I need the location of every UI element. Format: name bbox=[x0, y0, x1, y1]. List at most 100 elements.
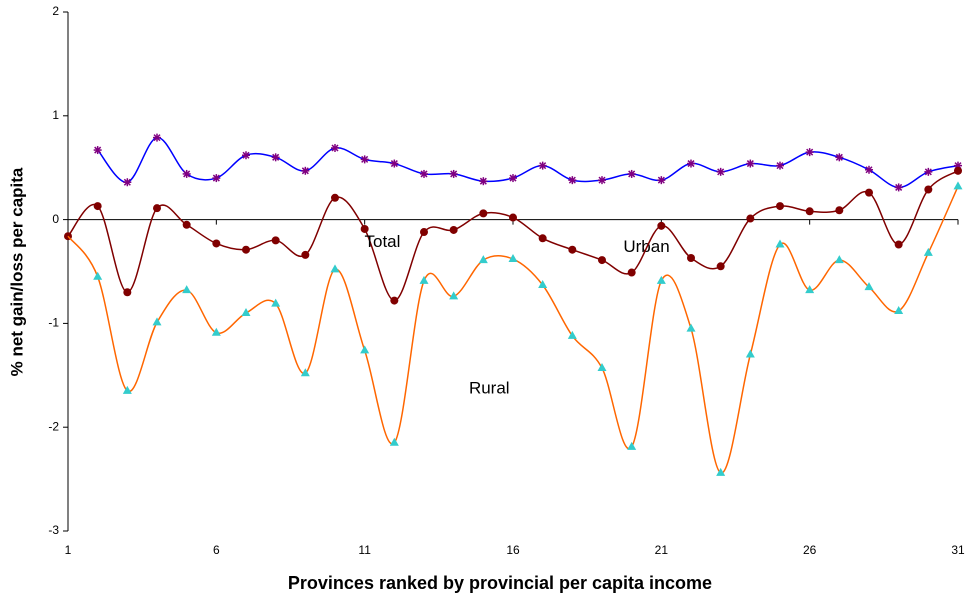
marker bbox=[687, 159, 695, 168]
marker bbox=[153, 204, 161, 213]
marker-stroke bbox=[598, 176, 606, 184]
marker bbox=[627, 169, 636, 178]
marker bbox=[805, 148, 814, 157]
marker-stroke bbox=[509, 174, 517, 182]
marker bbox=[508, 254, 518, 263]
marker-stroke bbox=[865, 166, 873, 174]
marker bbox=[331, 193, 339, 202]
marker bbox=[479, 177, 488, 186]
y-tick-label: 2 bbox=[52, 4, 59, 18]
marker bbox=[419, 275, 429, 284]
marker bbox=[954, 166, 962, 175]
marker-stroke bbox=[657, 176, 665, 184]
marker bbox=[449, 225, 458, 234]
marker bbox=[953, 181, 963, 190]
marker bbox=[597, 363, 607, 372]
x-tick-label: 16 bbox=[506, 543, 520, 557]
series-line bbox=[97, 136, 959, 189]
marker bbox=[538, 234, 547, 243]
series-line bbox=[67, 186, 959, 474]
marker bbox=[923, 247, 933, 256]
marker bbox=[568, 245, 577, 254]
marker bbox=[420, 228, 428, 237]
marker-stroke bbox=[568, 176, 576, 184]
marker-stroke bbox=[331, 144, 339, 152]
marker bbox=[865, 165, 873, 174]
y-tick-label: 0 bbox=[52, 212, 59, 226]
marker bbox=[865, 188, 873, 197]
marker bbox=[301, 166, 310, 175]
marker-stroke bbox=[835, 153, 843, 161]
marker bbox=[509, 213, 517, 222]
marker-stroke bbox=[776, 162, 784, 170]
marker-stroke bbox=[420, 170, 428, 178]
marker bbox=[627, 268, 636, 277]
marker bbox=[835, 153, 844, 162]
marker bbox=[716, 467, 726, 476]
marker bbox=[776, 202, 784, 211]
marker bbox=[746, 159, 755, 168]
marker bbox=[716, 262, 725, 271]
marker bbox=[598, 256, 606, 265]
marker bbox=[389, 437, 399, 446]
x-tick-label: 11 bbox=[358, 543, 371, 557]
marker bbox=[300, 368, 310, 377]
marker-stroke bbox=[628, 170, 636, 178]
marker-stroke bbox=[746, 160, 754, 168]
marker bbox=[330, 264, 340, 273]
marker bbox=[745, 349, 755, 358]
marker-stroke bbox=[717, 168, 725, 176]
marker bbox=[627, 441, 637, 450]
marker bbox=[538, 279, 548, 288]
marker-stroke bbox=[895, 183, 903, 191]
marker bbox=[182, 169, 191, 178]
marker bbox=[182, 285, 192, 294]
marker-stroke bbox=[924, 168, 932, 176]
marker bbox=[746, 214, 755, 223]
marker-stroke bbox=[301, 167, 309, 175]
marker bbox=[657, 176, 666, 185]
marker bbox=[478, 255, 488, 264]
marker bbox=[894, 240, 903, 249]
x-tick-label: 6 bbox=[213, 543, 220, 557]
x-tick-label: 26 bbox=[803, 543, 817, 557]
y-axis-title: % net gain/loss per capita bbox=[7, 167, 26, 376]
marker bbox=[93, 271, 103, 280]
marker bbox=[805, 207, 814, 216]
marker bbox=[835, 206, 844, 215]
marker-stroke bbox=[153, 134, 161, 142]
marker-stroke bbox=[94, 146, 102, 154]
y-tick-label: 1 bbox=[52, 108, 59, 122]
marker bbox=[182, 220, 191, 229]
marker bbox=[479, 209, 488, 218]
marker bbox=[301, 250, 310, 259]
marker bbox=[598, 176, 606, 185]
x-tick-label: 31 bbox=[951, 543, 965, 557]
marker-stroke bbox=[539, 162, 547, 170]
series-label: Total bbox=[365, 232, 401, 251]
marker bbox=[567, 330, 577, 339]
series-line bbox=[67, 170, 959, 302]
y-tick-label: -3 bbox=[48, 523, 59, 537]
marker bbox=[242, 151, 250, 160]
marker bbox=[776, 161, 784, 170]
marker-stroke bbox=[242, 151, 250, 159]
marker bbox=[686, 323, 696, 332]
marker bbox=[390, 159, 399, 168]
marker bbox=[212, 174, 221, 183]
marker bbox=[449, 291, 459, 300]
marker bbox=[271, 153, 280, 162]
x-axis-title: Provinces ranked by provincial per capit… bbox=[288, 573, 712, 593]
marker-stroke bbox=[361, 155, 369, 163]
marker-stroke bbox=[272, 153, 280, 161]
marker bbox=[360, 155, 369, 164]
marker bbox=[568, 176, 577, 185]
marker bbox=[716, 167, 725, 176]
marker-stroke bbox=[479, 177, 487, 185]
marker bbox=[152, 317, 162, 326]
marker bbox=[538, 161, 547, 170]
marker bbox=[212, 239, 221, 248]
marker bbox=[153, 133, 161, 142]
marker bbox=[241, 308, 251, 317]
marker bbox=[657, 221, 666, 230]
